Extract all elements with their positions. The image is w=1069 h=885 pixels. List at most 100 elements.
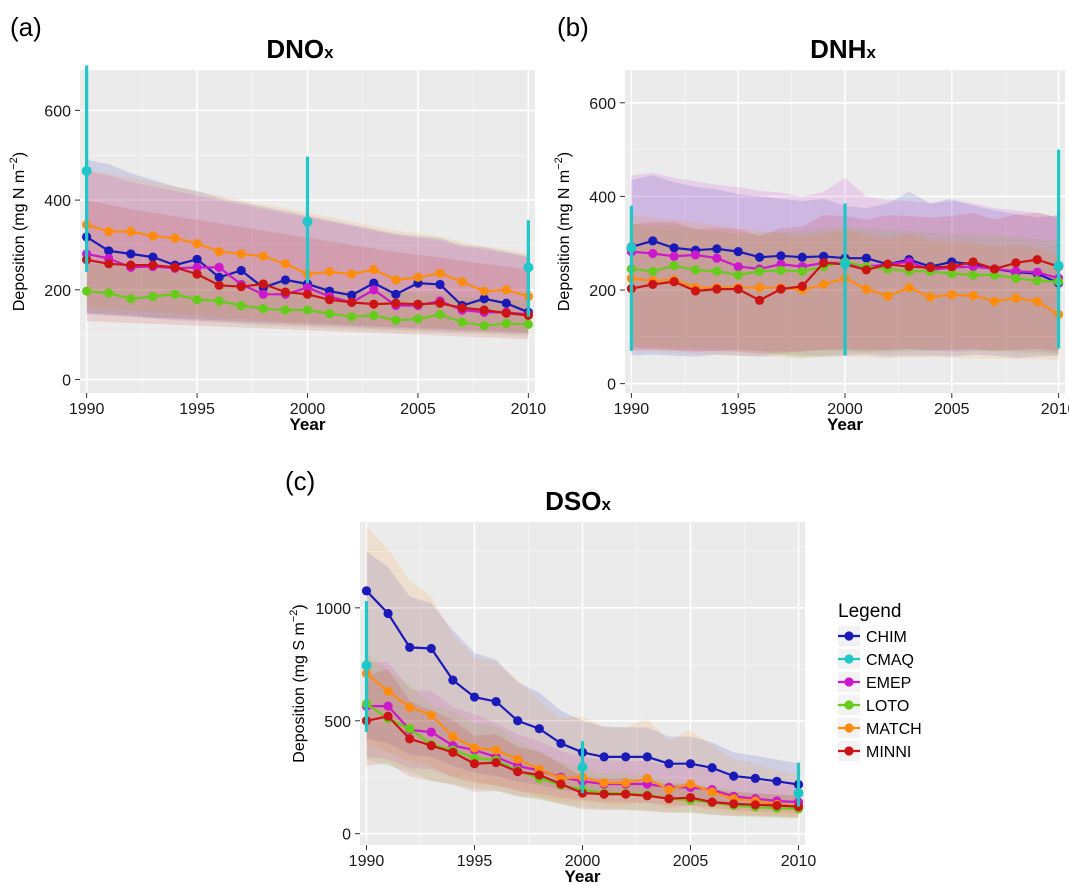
point-minni	[457, 303, 467, 313]
point-chim	[754, 252, 765, 262]
legend-key-marker	[844, 631, 854, 641]
point-match	[469, 743, 480, 753]
point-minni	[685, 792, 696, 803]
y-tick-label: 400	[589, 189, 616, 206]
point-cmaq	[840, 259, 850, 270]
point-match	[664, 785, 674, 795]
point-chim	[712, 244, 722, 254]
x-tick-label: 2005	[400, 401, 436, 418]
point-minni	[819, 258, 829, 268]
point-chim	[104, 246, 114, 256]
point-loto	[479, 321, 489, 331]
point-chim	[214, 272, 224, 282]
x-tick-label: 1995	[179, 401, 215, 418]
y-axis-label: Deposition (mg N m−2)	[8, 152, 28, 311]
point-match	[192, 239, 202, 249]
point-cmaq	[523, 262, 534, 273]
point-loto	[324, 308, 335, 319]
point-chim	[776, 251, 786, 261]
point-minni	[413, 299, 423, 309]
point-minni	[426, 741, 436, 751]
point-chim	[664, 759, 674, 769]
x-axis-label: Year	[827, 415, 863, 434]
point-loto	[82, 286, 92, 296]
point-chim	[750, 773, 760, 783]
point-minni	[556, 779, 566, 789]
point-chim	[391, 289, 401, 299]
point-minni	[883, 259, 893, 269]
point-emep	[712, 253, 722, 263]
point-minni	[469, 759, 480, 769]
chart-a: 1990 1995 2000 2005 2010 0 200 400 600 Year Deposi…	[8, 65, 546, 434]
panel-label-c: (c)	[285, 466, 315, 496]
point-minni	[1011, 258, 1021, 268]
point-minni	[621, 789, 631, 799]
chart-b: 1990 1995 2000 2005 2010 0 200 400 600 Year Deposi…	[553, 70, 1069, 434]
point-cmaq	[81, 165, 92, 176]
point-match	[819, 279, 829, 289]
x-tick-label: 1995	[457, 853, 493, 870]
point-match	[405, 702, 415, 712]
band-loto	[366, 653, 799, 819]
x-tick-label: 1990	[349, 853, 385, 870]
point-chim	[405, 642, 415, 652]
point-chim	[192, 254, 202, 264]
point-loto	[435, 309, 445, 320]
x-axis-label: Year	[290, 415, 326, 434]
point-minni	[501, 308, 511, 318]
point-match	[170, 233, 180, 243]
point-minni	[148, 260, 158, 270]
point-minni	[750, 800, 760, 810]
point-minni	[192, 269, 202, 279]
point-match	[685, 779, 696, 789]
point-minni	[642, 791, 652, 801]
point-emep	[733, 262, 743, 272]
point-minni	[772, 800, 782, 811]
panel-label-b: (b)	[557, 12, 589, 42]
point-minni	[776, 284, 786, 294]
chart-title-b: DNHx	[810, 34, 876, 64]
point-loto	[648, 266, 658, 276]
point-chim	[669, 243, 679, 253]
point-chim	[556, 738, 566, 748]
point-chim	[599, 752, 609, 762]
point-match	[621, 778, 631, 788]
legend-key-marker	[844, 746, 854, 756]
point-emep	[426, 727, 436, 737]
chart-title-c: DSOx	[545, 486, 611, 516]
point-chim	[729, 771, 739, 781]
point-cmaq	[1053, 260, 1064, 271]
point-match	[347, 269, 357, 279]
point-match	[324, 267, 335, 277]
point-chim	[126, 249, 136, 259]
y-axis-label: Deposition (mg N m−2)	[553, 152, 573, 311]
legend-label: MATCH	[866, 721, 922, 738]
point-minni	[989, 264, 1000, 274]
point-match	[258, 251, 268, 261]
point-minni	[324, 295, 335, 305]
point-chim	[797, 252, 807, 262]
point-loto	[369, 310, 379, 320]
band-minni	[366, 669, 799, 818]
point-loto	[712, 266, 722, 276]
point-minni	[664, 794, 674, 804]
point-minni	[599, 789, 609, 799]
y-tick-label: 500	[324, 714, 351, 731]
point-chim	[361, 586, 372, 596]
point-chim	[642, 752, 652, 762]
legend-item-emep: EMEP	[838, 672, 911, 692]
point-chim	[435, 279, 445, 290]
point-loto	[192, 295, 202, 305]
point-minni	[280, 287, 291, 297]
point-emep	[258, 289, 268, 299]
legend-label: CHIM	[866, 629, 907, 646]
legend-key-marker	[844, 723, 854, 733]
point-match	[1032, 297, 1042, 307]
legend-item-minni: MINNI	[838, 741, 911, 761]
point-minni	[258, 279, 268, 289]
legend-item-chim: CHIM	[838, 626, 907, 646]
point-chim	[469, 692, 480, 702]
point-emep	[1011, 266, 1021, 276]
point-match	[883, 291, 893, 301]
point-match	[925, 292, 936, 302]
